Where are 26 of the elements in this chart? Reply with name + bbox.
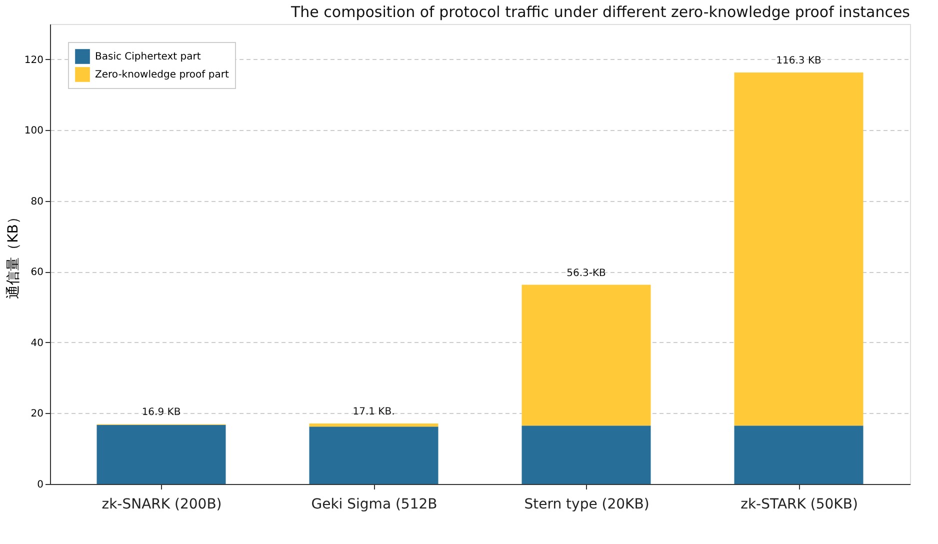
total-label: 17.1 KB. (352, 406, 395, 418)
bar (309, 423, 438, 427)
y-axis-title: 通信量（KB） (5, 210, 22, 299)
bar (522, 426, 651, 484)
bar (734, 72, 864, 426)
bar (522, 284, 651, 426)
bar (96, 424, 226, 484)
chart-title: The composition of protocol traffic under different zero-knowledge proof instances (290, 3, 910, 21)
y-tick-label: 100 (24, 126, 44, 137)
x-tick-label: Stern type (20KB) (524, 496, 650, 512)
legend-label: Zero-knowledge proof part (95, 70, 229, 80)
y-tick-label: 60 (30, 267, 44, 278)
y-tick-label: 0 (37, 480, 44, 490)
total-label: 56.3-KB (566, 268, 606, 279)
x-tick-label: zk-SNARK (200B) (102, 496, 222, 512)
total-label: 16.9 KB (142, 407, 181, 418)
y-tick-label: 40 (30, 338, 44, 349)
x-tick-label: zk-STARK (50KB) (740, 496, 858, 512)
legend-label: Basic Ciphertext part (95, 52, 201, 62)
y-tick-label: 120 (24, 54, 44, 66)
bar (734, 426, 864, 484)
y-tick-label: 20 (30, 408, 44, 420)
x-tick-label: Geki Sigma (512B (311, 496, 438, 512)
bar (309, 426, 438, 484)
total-label: 116.3 KB (776, 55, 822, 66)
y-tick-label: 80 (30, 196, 44, 208)
